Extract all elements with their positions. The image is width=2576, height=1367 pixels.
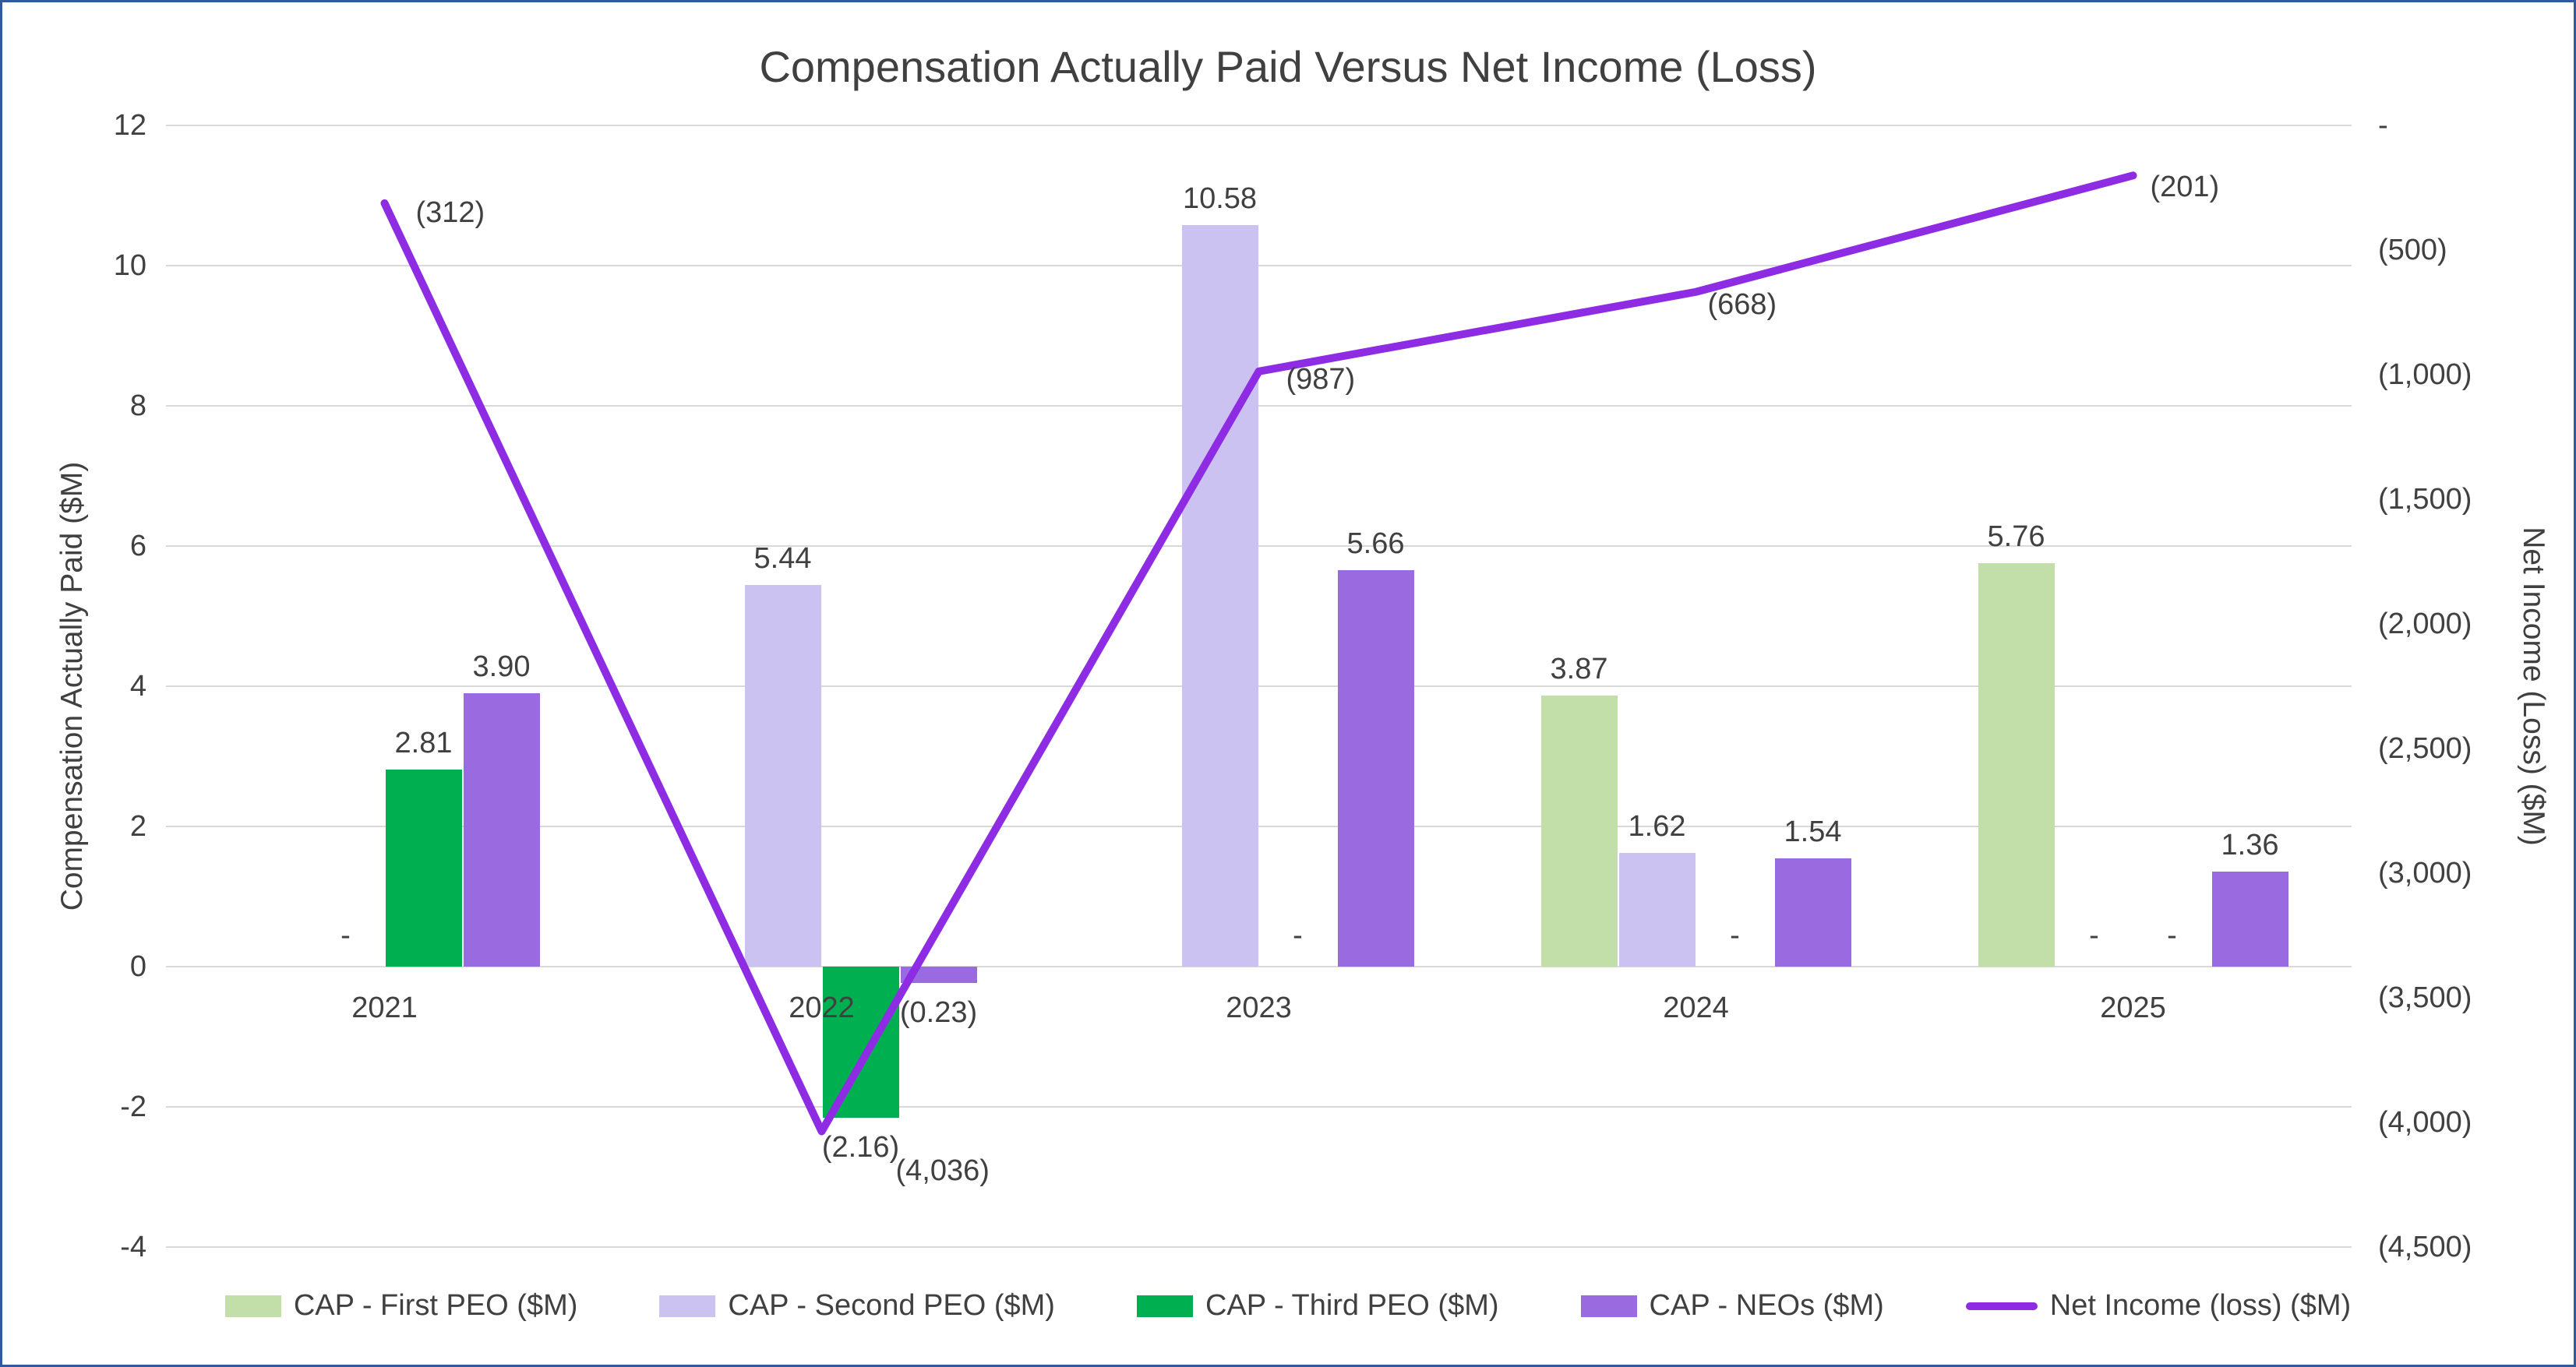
legend-item-cap-third-peo: CAP - Third PEO ($M) [1136,1289,1499,1323]
bar-data-label: - [341,919,351,952]
bar-cap-neos [900,967,977,983]
bar-data-label: 1.62 [1628,810,1686,844]
bar-data-label: (2.16) [821,1131,900,1164]
right-axis-tick-label: (2,000) [2378,608,2472,640]
right-axis-tick-label: (1,500) [2378,483,2472,516]
legend-label: CAP - Second PEO ($M) [728,1289,1055,1322]
legend-label: CAP - Third PEO ($M) [1205,1289,1499,1322]
bar-data-label: - [1730,919,1740,952]
x-axis-category-label: 2025 [2100,992,2166,1024]
line-data-label: (201) [2150,171,2220,204]
y-axis-tick-label: 2 [129,810,146,843]
x-axis-category-label: 2023 [1226,992,1292,1024]
y-axis-tick-label: 4 [129,670,146,703]
bar-data-label: 1.54 [1784,816,1842,849]
y-axis-tick-label: -4 [120,1231,146,1263]
right-axis-tick-label: (3,500) [2378,981,2472,1014]
y-axis-tick-label: 6 [129,530,146,562]
line-data-label: (4,036) [895,1154,990,1187]
x-axis-category-label: 2021 [351,992,418,1024]
y-axis-tick-label: 12 [113,109,146,142]
legend-label: Net Income (loss) ($M) [2049,1289,2352,1322]
right-axis-tick-label: - [2378,109,2388,142]
right-axis-tick-label: (2,500) [2378,732,2472,765]
y-axis-tick-label: 10 [113,249,146,282]
legend-item-cap-neos: CAP - NEOs ($M) [1580,1289,1884,1323]
gridline [166,405,2352,407]
bar-data-label: - [2167,919,2177,952]
gridline [166,125,2352,126]
bar-data-label: 3.90 [472,650,531,683]
gridline [166,265,2352,266]
y-axis-tick-label: -2 [120,1090,146,1123]
legend-item-net-income-loss: Net Income (loss) ($M) [1965,1289,2352,1323]
bar-cap-neos [1337,569,1414,967]
bar-data-label: 5.76 [1987,520,2045,553]
legend-swatch-cap-second-peo [659,1295,716,1317]
legend-item-cap-second-peo: CAP - Second PEO ($M) [659,1289,1055,1323]
bar-data-label: - [1293,919,1303,952]
bar-data-label: 5.66 [1346,527,1405,560]
right-axis-tick-label: (4,000) [2378,1106,2472,1139]
bar-data-label: 1.36 [2221,828,2279,861]
right-axis-title: Net Income (Loss) ($M) [2517,527,2550,846]
bar-data-label: 10.58 [1182,181,1258,215]
line-data-label: (987) [1286,362,1356,396]
y-axis-tick-label: 0 [129,950,146,983]
legend-label: CAP - First PEO ($M) [293,1289,578,1322]
x-axis-category-label: 2024 [1663,992,1729,1024]
legend-swatch-net-income-loss [1965,1302,2038,1310]
legend: CAP - First PEO ($M) CAP - Second PEO ($M… [2,1289,2574,1323]
y-axis-tick-label: 8 [129,389,146,422]
legend-swatch-cap-third-peo [1136,1295,1193,1317]
right-axis-tick-label: (4,500) [2378,1231,2472,1263]
gridline [166,1106,2352,1108]
line-data-label: (668) [1707,287,1777,321]
bar-cap-second-peo [1181,224,1258,967]
right-axis-tick-label: (1,000) [2378,358,2472,391]
right-axis-tick-label: (500) [2378,234,2447,266]
bar-data-label: (0.23) [899,995,978,1029]
right-axis-tick-label: (3,000) [2378,857,2472,890]
bar-cap-second-peo [744,585,821,967]
legend-swatch-cap-neos [1580,1295,1637,1317]
line-data-label: (312) [415,196,485,229]
bar-data-label: 5.44 [753,542,812,576]
chart-title: Compensation Actually Paid Versus Net In… [759,42,1817,91]
bar-cap-first-peo [1978,562,2055,967]
legend-swatch-cap-first-peo [224,1295,281,1317]
bar-data-label: 3.87 [1550,652,1608,685]
bar-data-label: 2.81 [394,727,453,760]
gridline [166,1246,2352,1248]
legend-item-cap-first-peo: CAP - First PEO ($M) [224,1289,578,1323]
bar-cap-neos [2211,871,2288,967]
legend-label: CAP - NEOs ($M) [1649,1289,1884,1322]
